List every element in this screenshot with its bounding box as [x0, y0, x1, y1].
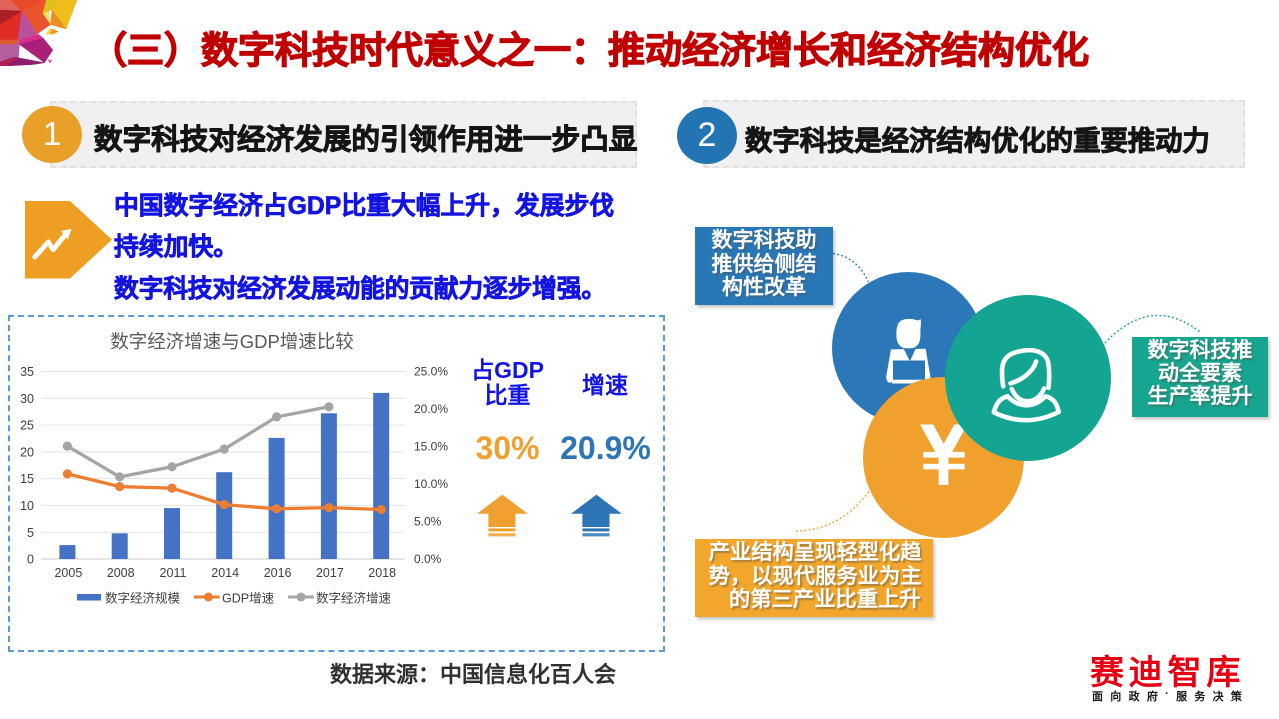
svg-text:2017: 2017 — [316, 566, 344, 580]
svg-text:2016: 2016 — [264, 566, 292, 580]
svg-text:2014: 2014 — [211, 566, 239, 580]
svg-text:0.0%: 0.0% — [414, 552, 442, 566]
svg-text:30: 30 — [20, 392, 34, 406]
svg-text:25: 25 — [20, 419, 34, 433]
svg-text:35: 35 — [20, 365, 34, 379]
svg-text:20.0%: 20.0% — [414, 402, 448, 416]
svg-text:15.0%: 15.0% — [414, 439, 448, 453]
svg-text:2008: 2008 — [107, 566, 135, 580]
svg-text:数字经济增速: 数字经济增速 — [316, 591, 392, 606]
svg-text:10: 10 — [20, 499, 34, 513]
svg-text:10.0%: 10.0% — [414, 477, 448, 491]
svg-text:0: 0 — [27, 553, 34, 567]
svg-text:15: 15 — [20, 472, 34, 486]
svg-text:2018: 2018 — [368, 566, 396, 580]
svg-text:2005: 2005 — [54, 566, 82, 580]
svg-text:5: 5 — [27, 526, 34, 540]
svg-text:25.0%: 25.0% — [414, 364, 448, 378]
svg-text:5.0%: 5.0% — [414, 514, 442, 528]
svg-text:数字经济增速与GDP增速比较: 数字经济增速与GDP增速比较 — [110, 331, 354, 352]
svg-text:数字经济规模: 数字经济规模 — [105, 591, 181, 606]
svg-text:2011: 2011 — [160, 566, 187, 580]
svg-text:20: 20 — [20, 446, 34, 460]
svg-text:GDP增速: GDP增速 — [222, 591, 275, 606]
